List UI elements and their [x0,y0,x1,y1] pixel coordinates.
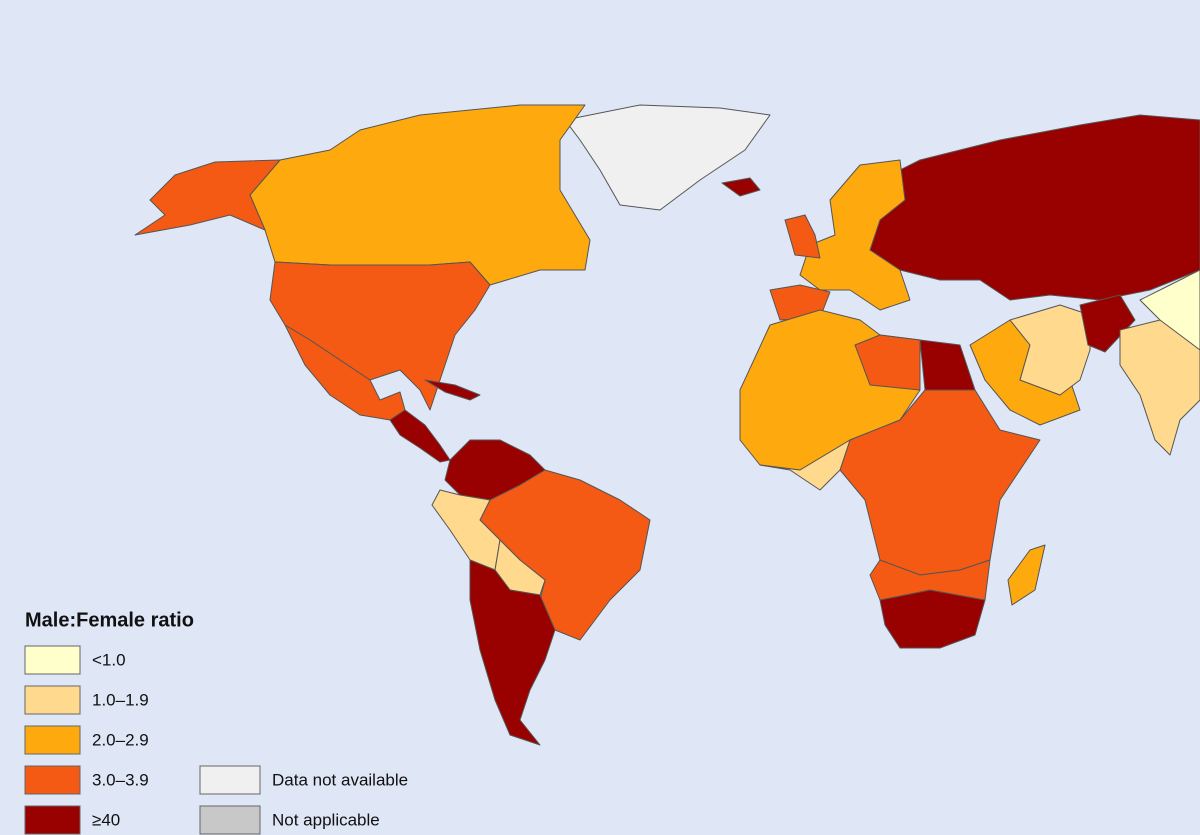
libya [854,334,921,391]
greenland [564,104,771,211]
legend-swatch [24,685,81,715]
west-africa [759,439,851,491]
legend-label: 3.0–3.9 [92,770,149,789]
cuba [424,379,481,401]
alaska [134,159,281,236]
legend-swatch [24,645,81,675]
legend-swatch [24,805,81,835]
legend-label: 2.0–2.9 [92,730,149,749]
iceland [721,177,761,197]
legend-label: 1.0–1.9 [92,690,149,709]
mexico [284,324,406,421]
china [1139,269,1200,351]
madagascar [1007,544,1046,606]
legend-label: Data not available [272,770,408,789]
legend-title: Male:Female ratio [25,609,194,631]
iran [1009,304,1091,396]
uk [784,214,821,259]
legend-swatch [199,805,261,835]
legend-swatch [199,765,261,795]
legend-label: Not applicable [272,810,380,829]
legend-swatch [24,765,81,795]
legend-swatch [24,725,81,755]
legend: <1.0 1.0–1.9 2.0–2.9 3.0–3.9 ≥40 Data not ava… [24,645,408,835]
central-africa [839,389,1041,576]
countries [134,104,1200,746]
legend-label: <1.0 [92,650,126,669]
southern-africa [869,559,991,601]
argentina-chile [469,559,556,746]
legend-label: ≥40 [92,810,120,829]
